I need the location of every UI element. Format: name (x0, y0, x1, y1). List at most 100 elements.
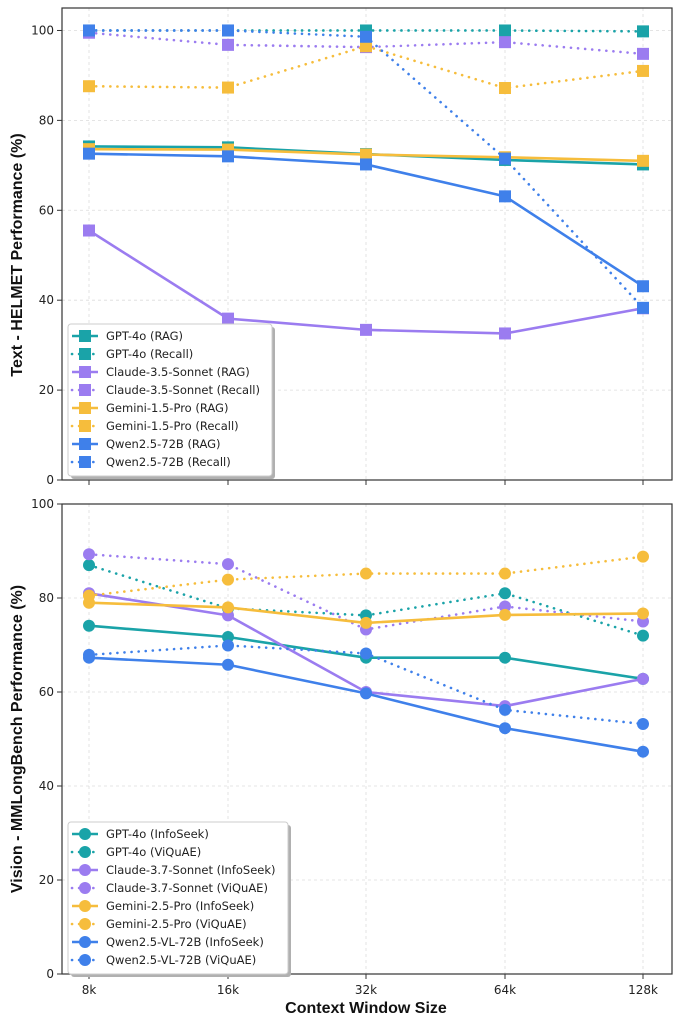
data-point-claude-3-5-sonnet-rag (360, 323, 372, 336)
data-point-gpt-4o-infoseek (499, 651, 511, 664)
bottom-legend-marker-swatch (79, 846, 91, 858)
data-point-gemini-1-5-pro-rag (360, 148, 372, 161)
data-point-qwen2-5-vl-72b-viquae (83, 648, 95, 661)
top-legend-label: Claude-3.5-Sonnet (RAG) (106, 365, 250, 379)
bottom-y-axis-title: Vision - MMLongBench Performance (%) (9, 585, 26, 893)
data-point-qwen2-5-72b-recall (83, 24, 95, 37)
data-point-gemini-2-5-pro-viquae (499, 567, 511, 580)
top-legend-label: Qwen2.5-72B (Recall) (106, 455, 231, 469)
data-point-gpt-4o-viquae (499, 587, 511, 600)
bottom-y-tick-label: 60 (39, 685, 54, 699)
data-point-gemini-1-5-pro-recall (83, 80, 95, 93)
top-y-axis-title: Text - HELMET Performance (%) (9, 133, 26, 376)
data-point-qwen2-5-72b-rag (222, 150, 234, 163)
top-axes-frame (61, 7, 673, 481)
bottom-y-tick-label: 100 (31, 497, 54, 511)
bottom-y-tick-label: 80 (39, 591, 54, 605)
data-point-qwen2-5-vl-72b-viquae (222, 639, 234, 652)
top-legend-label: GPT-4o (RAG) (106, 329, 183, 343)
x-tick-label: 64k (494, 983, 516, 997)
bottom-legend-marker-swatch (79, 864, 91, 876)
data-point-qwen2-5-vl-72b-viquae (499, 703, 511, 716)
top-legend-label: Claude-3.5-Sonnet (Recall) (106, 383, 260, 397)
top-axes: 0 20 40 60 80 100 (31, 7, 673, 487)
data-point-qwen2-5-72b-recall (360, 30, 372, 43)
top-y-tick-label: 20 (39, 383, 54, 397)
top-legend-box (67, 323, 273, 477)
top-y-tick-label: 40 (39, 293, 54, 307)
top-legend-marker-swatch (79, 402, 91, 414)
data-point-qwen2-5-vl-72b-infoseek (637, 745, 649, 758)
data-point-gemini-2-5-pro-viquae (83, 589, 95, 602)
bottom-legend-label: GPT-4o (InfoSeek) (106, 827, 209, 841)
bottom-legend-label: GPT-4o (ViQuAE) (106, 845, 201, 859)
data-point-qwen2-5-72b-recall (222, 24, 234, 37)
data-point-gemini-1-5-pro-recall (499, 82, 511, 95)
data-point-gemini-2-5-pro-viquae (222, 573, 234, 586)
top-legend-marker-swatch (79, 384, 91, 396)
top-panel-text-helmet: 0 20 40 60 80 100 Text - HELMET Performance (… (9, 7, 673, 487)
top-legend-marker-swatch (79, 456, 91, 468)
bottom-legend-marker-swatch (79, 936, 91, 948)
top-legend-marker-swatch (79, 330, 91, 342)
bottom-legend-label: Claude-3.7-Sonnet (InfoSeek) (106, 863, 276, 877)
data-point-claude-3-7-sonnet-viquae (83, 548, 95, 561)
data-point-claude-3-7-sonnet-infoseek (637, 672, 649, 685)
bottom-y-tick-label: 40 (39, 779, 54, 793)
data-point-gemini-2-5-pro-infoseek (222, 601, 234, 614)
data-point-claude-3-7-sonnet-viquae (222, 558, 234, 571)
data-point-gpt-4o-viquae (83, 559, 95, 572)
data-point-qwen2-5-vl-72b-infoseek (360, 687, 372, 700)
top-y-tick-label: 80 (39, 113, 54, 127)
top-legend: GPT-4o (RAG) GPT-4o (Recall) Claude-3.5-So… (67, 323, 275, 479)
bottom-legend-label: Gemini-2.5-Pro (InfoSeek) (106, 899, 254, 913)
x-tick-label: 32k (355, 983, 377, 997)
bottom-legend-marker-swatch (79, 918, 91, 930)
x-tick-label: 16k (217, 983, 239, 997)
top-y-tick-label: 60 (39, 203, 54, 217)
top-legend-marker-swatch (79, 420, 91, 432)
bottom-legend-marker-swatch (79, 954, 91, 966)
data-point-qwen2-5-72b-rag (83, 147, 95, 160)
bottom-legend-marker-swatch (79, 828, 91, 840)
data-point-gemini-2-5-pro-viquae (637, 550, 649, 563)
data-point-gemini-2-5-pro-infoseek (637, 607, 649, 620)
bottom-legend-marker-swatch (79, 900, 91, 912)
top-legend-marker-swatch (79, 438, 91, 450)
x-axis-title: Context Window Size (285, 1000, 447, 1017)
data-point-gpt-4o-viquae (637, 629, 649, 642)
data-point-qwen2-5-vl-72b-infoseek (499, 722, 511, 735)
data-point-gemini-1-5-pro-recall (637, 64, 649, 77)
bottom-legend-label: Qwen2.5-VL-72B (InfoSeek) (106, 935, 264, 949)
bottom-legend: GPT-4o (InfoSeek) GPT-4o (ViQuAE) Claude-3… (67, 821, 291, 977)
bottom-legend-marker-swatch (79, 882, 91, 894)
data-point-gpt-4o-recall (499, 24, 511, 37)
data-point-gpt-4o-infoseek (83, 619, 95, 632)
data-point-qwen2-5-72b-rag (637, 280, 649, 293)
top-y-tick-label: 0 (46, 473, 54, 487)
bottom-y-tick-label: 0 (46, 967, 54, 981)
data-point-gemini-1-5-pro-rag (637, 154, 649, 167)
top-legend-marker-swatch (79, 348, 91, 360)
data-point-qwen2-5-vl-72b-viquae (360, 647, 372, 660)
bottom-axes: 0 20 40 60 80 100 8k 16k 32k 64k 128k (31, 497, 673, 997)
data-point-gpt-4o-recall (637, 25, 649, 38)
bottom-legend-label: Gemini-2.5-Pro (ViQuAE) (106, 917, 247, 931)
data-point-qwen2-5-72b-recall (637, 301, 649, 314)
data-point-claude-3-5-sonnet-rag (499, 327, 511, 340)
data-point-gemini-1-5-pro-recall (360, 40, 372, 53)
data-point-qwen2-5-72b-recall (499, 152, 511, 165)
data-point-claude-3-5-sonnet-recall (499, 36, 511, 49)
data-point-gemini-1-5-pro-recall (222, 81, 234, 94)
top-legend-label: Gemini-1.5-Pro (RAG) (106, 401, 228, 415)
data-point-gpt-4o-recall (360, 24, 372, 37)
top-legend-label: Gemini-1.5-Pro (Recall) (106, 419, 239, 433)
data-point-qwen2-5-72b-rag (360, 158, 372, 171)
data-point-qwen2-5-vl-72b-viquae (637, 717, 649, 730)
data-point-gemini-2-5-pro-infoseek (360, 616, 372, 629)
bottom-y-tick-label: 20 (39, 873, 54, 887)
bottom-legend-box (67, 821, 289, 975)
data-point-claude-3-5-sonnet-rag (83, 224, 95, 237)
data-point-claude-3-5-sonnet-recall (637, 47, 649, 60)
